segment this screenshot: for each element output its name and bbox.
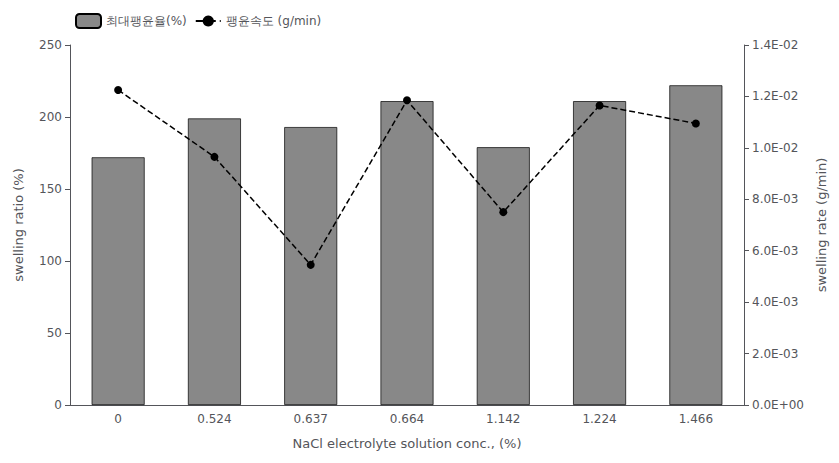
svg-text:1.2E-02: 1.2E-02 — [752, 89, 798, 103]
svg-text:swelling rate (g/min): swelling rate (g/min) — [814, 158, 829, 293]
svg-text:1.0E-02: 1.0E-02 — [752, 141, 798, 155]
svg-text:1.224: 1.224 — [582, 412, 616, 426]
svg-text:최대팽윤율(%): 최대팽윤율(%) — [106, 14, 187, 28]
svg-text:팽윤속도 (g/min): 팽윤속도 (g/min) — [226, 14, 321, 28]
svg-text:swelling ratio (%): swelling ratio (%) — [11, 168, 26, 281]
svg-text:200: 200 — [39, 110, 62, 124]
svg-text:150: 150 — [39, 182, 62, 196]
svg-text:1.4E-02: 1.4E-02 — [752, 38, 798, 52]
svg-text:1.142: 1.142 — [486, 412, 520, 426]
svg-text:100: 100 — [39, 254, 62, 268]
svg-text:50: 50 — [47, 326, 62, 340]
svg-text:6.0E-03: 6.0E-03 — [752, 244, 798, 258]
svg-text:0: 0 — [114, 412, 122, 426]
svg-text:1.466: 1.466 — [679, 412, 713, 426]
svg-text:4.0E-03: 4.0E-03 — [752, 295, 798, 309]
svg-text:8.0E-03: 8.0E-03 — [752, 192, 798, 206]
svg-text:0: 0 — [54, 398, 62, 412]
svg-text:0.664: 0.664 — [390, 412, 424, 426]
svg-text:0.524: 0.524 — [197, 412, 231, 426]
svg-text:250: 250 — [39, 38, 62, 52]
svg-text:NaCl electrolyte solution conc: NaCl electrolyte solution conc., (%) — [293, 436, 522, 451]
svg-text:2.0E-03: 2.0E-03 — [752, 347, 798, 361]
svg-text:0.0E+00: 0.0E+00 — [752, 398, 804, 412]
svg-text:0.637: 0.637 — [294, 412, 328, 426]
